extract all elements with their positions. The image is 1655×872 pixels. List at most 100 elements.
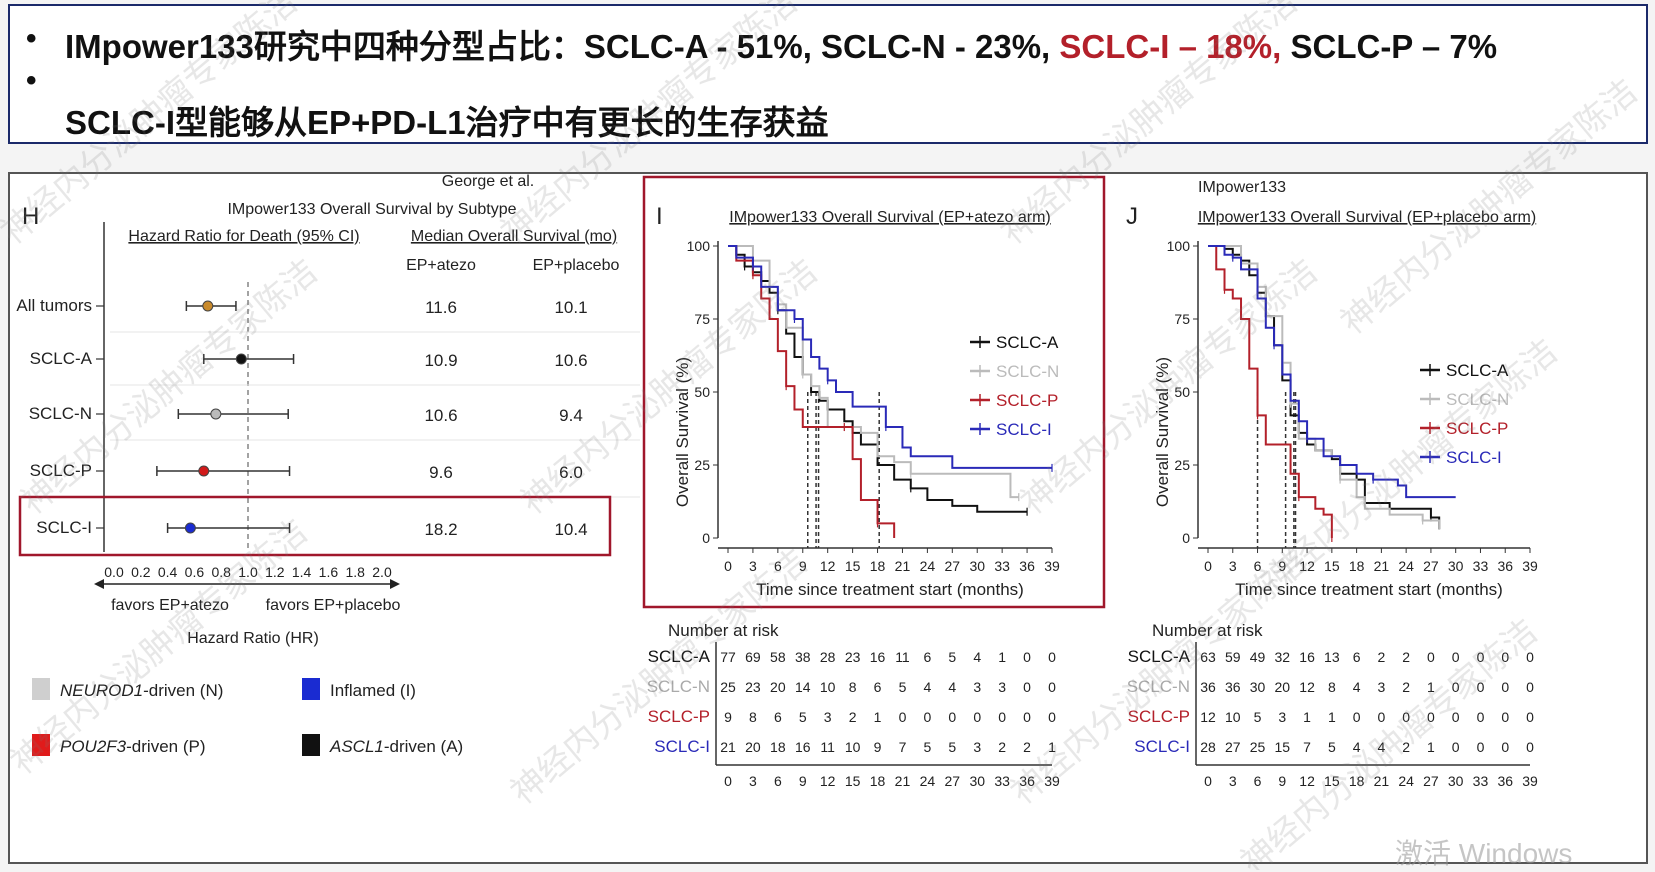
panel-i-risk-value: 6 (923, 649, 931, 665)
panel-i-risk-value: 0 (1023, 709, 1031, 725)
panel-h-placebo-value: 10.4 (554, 520, 587, 539)
panel-i-risk-value: 20 (770, 679, 786, 695)
panel-j-risk-x-label: 18 (1349, 773, 1365, 789)
panel-i-risk-x-label: 18 (870, 773, 886, 789)
panel-i-risk-value: 9 (724, 709, 732, 725)
panel-j-risk-value: 2 (1402, 679, 1410, 695)
panel-i-risk-value: 23 (845, 649, 861, 665)
panel-i-risk-x-label: 0 (724, 773, 732, 789)
panel-j-risk-value: 30 (1250, 679, 1266, 695)
header-line-2: SCLC-I型能够从EP+PD-L1治疗中有更长的生存获益 (65, 104, 829, 141)
panel-i-risk-value: 8 (749, 709, 757, 725)
panel-i-km-curve-sclc-p (728, 245, 896, 538)
panel-j-risk-value: 4 (1353, 679, 1361, 695)
panel-j-above-title: IMpower133 (1198, 179, 1286, 196)
panel-h-atezo-value: 18.2 (424, 520, 457, 539)
panel-j-risk-value: 0 (1526, 649, 1534, 665)
panel-i-risk-x-label: 30 (969, 773, 985, 789)
panel-j-risk-value: 1 (1328, 709, 1336, 725)
panel-j-risk-value: 0 (1501, 679, 1509, 695)
panel-j-risk-value: 49 (1250, 649, 1266, 665)
panel-i-risk-value: 58 (770, 649, 786, 665)
panel-i-risk-x-label: 27 (945, 773, 961, 789)
panel-h-atezo-value: 11.6 (425, 298, 457, 317)
panel-j-risk-value: 20 (1275, 679, 1291, 695)
panel-i-x-tick-label: 39 (1044, 558, 1060, 574)
panel-j-x-tick-label: 39 (1522, 558, 1538, 574)
panel-i-y-tick-label: 75 (694, 311, 710, 327)
panel-i-risk-value: 4 (948, 679, 956, 695)
panel-h-axis-tick-label: 1.6 (319, 564, 339, 580)
panel-j-risk-x-label: 33 (1473, 773, 1489, 789)
panel-i-legend-label: SCLC-N (996, 362, 1059, 381)
panel-i-risk-x-label: 12 (820, 773, 836, 789)
panel-h-atezo-value: 10.6 (424, 406, 457, 425)
panel-i-km-curve-sclc-i (728, 245, 1052, 469)
panel-j-km-curve-sclc-a (1208, 245, 1441, 530)
panel-j-km-curve-sclc-p (1208, 245, 1333, 538)
panel-i-x-tick-label: 24 (920, 558, 936, 574)
panel-j-risk-value: 3 (1377, 679, 1385, 695)
panel-j-x-tick-label: 6 (1254, 558, 1262, 574)
panel-h-axis-tick-label: 1.0 (238, 564, 258, 580)
panel-i-risk-x-label: 3 (749, 773, 757, 789)
panel-j-risk-value: 7 (1303, 739, 1311, 755)
panel-i-risk-value: 5 (948, 739, 956, 755)
panel-j-risk-x-label: 12 (1299, 773, 1315, 789)
panel-h-axis-tick-label: 2.0 (372, 564, 392, 580)
panel-i-risk-value: 77 (720, 649, 736, 665)
panel-j-risk-value: 1 (1303, 709, 1311, 725)
panel-h-axis-tick-label: 0.8 (211, 564, 231, 580)
panel-j-x-tick-label: 36 (1497, 558, 1513, 574)
bullet-1: • (26, 22, 37, 55)
panel-i-risk-value: 0 (1048, 649, 1056, 665)
panel-i-risk-value: 9 (874, 739, 882, 755)
panel-i-x-tick-label: 3 (749, 558, 757, 574)
panel-j-x-tick-label: 3 (1229, 558, 1237, 574)
panel-i-risk-value: 38 (795, 649, 811, 665)
panel-j-risk-value: 0 (1501, 739, 1509, 755)
panel-j-risk-value: 12 (1299, 679, 1315, 695)
panel-i-risk-value: 1 (998, 649, 1006, 665)
panel-i-risk-value: 3 (998, 679, 1006, 695)
panel-j-risk-value: 13 (1324, 649, 1340, 665)
panel-i-risk-value: 16 (795, 739, 811, 755)
legend-label-text: -driven (A) (384, 737, 463, 756)
panel-i-x-tick-label: 27 (945, 558, 961, 574)
panel-i-risk-value: 21 (720, 739, 736, 755)
panel-j-risk-value: 0 (1427, 709, 1435, 725)
panel-j-risk-x-label: 3 (1229, 773, 1237, 789)
panel-j-risk-x-label: 15 (1324, 773, 1340, 789)
panel-j-risk-value: 0 (1501, 709, 1509, 725)
panel-j-risk-value: 6 (1353, 649, 1361, 665)
panel-h-axis-tick-label: 0.6 (185, 564, 205, 580)
panel-j-y-tick-label: 75 (1174, 311, 1190, 327)
panel-i-xlabel: Time since treatment start (months) (756, 580, 1024, 599)
panel-h-row-label: SCLC-N (29, 404, 92, 423)
panel-j-risk-row-label: SCLC-A (1128, 647, 1191, 666)
panel-i-risk-value: 0 (973, 709, 981, 725)
panel-i-risk-value: 14 (795, 679, 811, 695)
panel-i-risk-value: 5 (923, 739, 931, 755)
panel-h-arrow-right (390, 579, 400, 589)
panel-j-risk-value: 0 (1477, 649, 1485, 665)
panel-h-placebo-value: 9.4 (559, 406, 583, 425)
panel-i-risk-value: 5 (948, 649, 956, 665)
header-line-1-prefix: IMpower133研究中四种分型占比：SCLC-A - 51%, SCLC-N… (65, 28, 1051, 65)
panel-h-row-label: SCLC-I (36, 518, 92, 537)
panel-i-risk-value: 25 (720, 679, 736, 695)
panel-i-y-tick-label: 0 (702, 530, 710, 546)
panel-j-risk-value: 1 (1427, 739, 1435, 755)
panel-i-letter: I (656, 203, 663, 230)
panel-j-x-tick-label: 18 (1349, 558, 1365, 574)
panel-j-y-tick-label: 0 (1182, 530, 1190, 546)
panel-j-risk-value: 4 (1353, 739, 1361, 755)
legend-swatch (302, 734, 320, 756)
panel-j-x-tick-label: 12 (1299, 558, 1315, 574)
panel-j-risk-value: 0 (1402, 709, 1410, 725)
panel-i-risk-x-label: 21 (895, 773, 911, 789)
panel-i-highlight-box (642, 175, 1106, 609)
panel-j-risk-value: 1 (1427, 679, 1435, 695)
panel-j-letter: J (1126, 203, 1138, 230)
